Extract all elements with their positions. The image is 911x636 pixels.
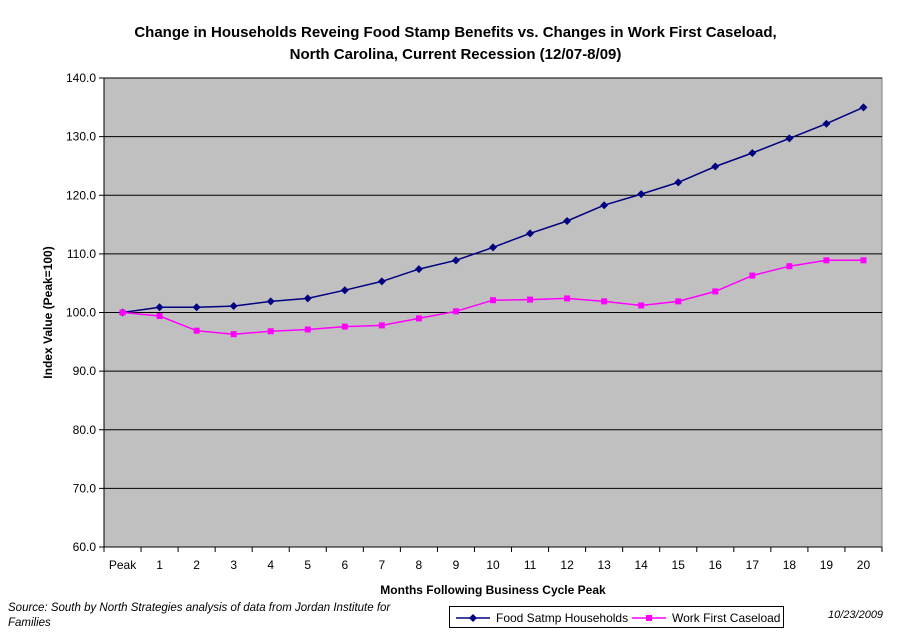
data-point-work-first <box>564 295 571 302</box>
y-tick-label: 80.0 <box>73 423 97 437</box>
data-point-food-stamp <box>785 134 794 143</box>
data-point-food-stamp <box>229 302 238 311</box>
x-tick-label: 6 <box>341 558 348 572</box>
data-point-food-stamp <box>340 286 349 295</box>
y-tick-label: 70.0 <box>73 481 97 495</box>
series-food-stamp <box>118 103 868 317</box>
data-point-food-stamp <box>266 297 275 306</box>
data-point-food-stamp <box>711 162 720 171</box>
y-tick-label: 60.0 <box>73 540 97 554</box>
data-point-work-first <box>601 298 608 305</box>
x-tick-label: 9 <box>453 558 460 572</box>
x-tick-label: 19 <box>820 558 834 572</box>
data-point-food-stamp <box>155 303 164 312</box>
data-point-work-first <box>304 326 311 333</box>
series-work-first <box>119 257 867 338</box>
y-tick-label: 100.0 <box>66 306 96 320</box>
y-tick-label: 140.0 <box>66 71 96 85</box>
y-axis-title: Index Value (Peak=100) <box>41 246 55 378</box>
y-tick-label: 110.0 <box>67 247 96 261</box>
data-point-work-first <box>675 298 682 305</box>
date-note: 10/23/2009 <box>828 609 884 621</box>
chart-title-line-2: North Carolina, Current Recession (12/07… <box>289 46 622 63</box>
data-point-work-first <box>193 327 200 334</box>
legend-marker-square <box>632 615 666 621</box>
legend-label-food-stamp: Food Satmp Households <box>496 611 629 625</box>
data-point-work-first <box>415 315 422 322</box>
x-tick-label: 17 <box>746 558 760 572</box>
data-point-food-stamp <box>822 119 831 128</box>
data-point-food-stamp <box>859 103 868 112</box>
data-point-work-first <box>378 322 385 329</box>
x-tick-label: 14 <box>635 558 649 572</box>
chart-title-line-1: Change in Households Reveing Food Stamp … <box>134 24 777 41</box>
chart-title: Change in Households Reveing Food Stamp … <box>0 22 911 66</box>
x-tick-label: Peak <box>109 558 137 572</box>
x-tick-label: 8 <box>416 558 423 572</box>
data-point-food-stamp <box>489 243 497 252</box>
x-tick-label: 18 <box>783 558 797 572</box>
data-point-work-first <box>156 313 163 320</box>
legend: Food Satmp Households Work First Caseloa… <box>449 606 784 628</box>
data-point-food-stamp <box>563 217 572 226</box>
data-point-work-first <box>341 323 348 330</box>
data-point-food-stamp <box>674 178 683 187</box>
data-point-work-first <box>638 302 645 309</box>
x-tick-label: 20 <box>857 558 871 572</box>
x-tick-label: 7 <box>379 558 386 572</box>
data-point-food-stamp <box>192 303 201 312</box>
data-point-work-first <box>452 308 459 315</box>
x-tick-label: 3 <box>230 558 237 572</box>
x-tick-label: 16 <box>709 558 723 572</box>
data-point-food-stamp <box>451 256 460 265</box>
data-point-food-stamp <box>748 149 757 158</box>
x-tick-label: 15 <box>672 558 686 572</box>
data-point-work-first <box>749 272 756 279</box>
data-point-work-first <box>527 296 534 303</box>
data-point-work-first <box>712 288 719 295</box>
x-tick-label: 11 <box>524 558 537 572</box>
x-tick-label: 5 <box>304 558 311 572</box>
data-point-food-stamp <box>377 277 386 286</box>
data-point-work-first <box>490 297 496 304</box>
line-chart: 60.0 70.0 80.0 90.0 100.0 110.0 120.0 130.0 140.… <box>41 71 883 597</box>
legend-label-work-first: Work First Caseload <box>672 611 781 625</box>
data-point-food-stamp <box>526 229 535 238</box>
source-note: Source: South by North Strategies analys… <box>8 602 391 629</box>
x-tick-label: 4 <box>267 558 274 572</box>
data-point-food-stamp <box>303 294 312 303</box>
x-tick-label: 1 <box>156 558 163 572</box>
data-point-work-first <box>860 257 867 264</box>
y-tick-label: 130.0 <box>66 130 96 144</box>
data-point-food-stamp <box>637 190 646 199</box>
data-point-food-stamp <box>414 265 423 274</box>
data-point-work-first <box>823 257 830 264</box>
data-point-work-first <box>786 263 793 270</box>
x-tick-label: 13 <box>597 558 611 572</box>
data-point-work-first <box>267 328 274 335</box>
x-axis-title: Months Following Business Cycle Peak <box>380 583 606 597</box>
y-tick-label: 90.0 <box>73 364 97 378</box>
data-point-food-stamp <box>600 201 609 210</box>
data-point-work-first <box>230 331 237 338</box>
x-tick-label: 12 <box>560 558 574 572</box>
legend-marker-diamond <box>456 614 490 622</box>
x-tick-label: 2 <box>193 558 200 572</box>
x-tick-label: 10 <box>486 558 500 572</box>
y-tick-label: 120.0 <box>66 188 96 202</box>
data-point-work-first <box>119 309 126 316</box>
